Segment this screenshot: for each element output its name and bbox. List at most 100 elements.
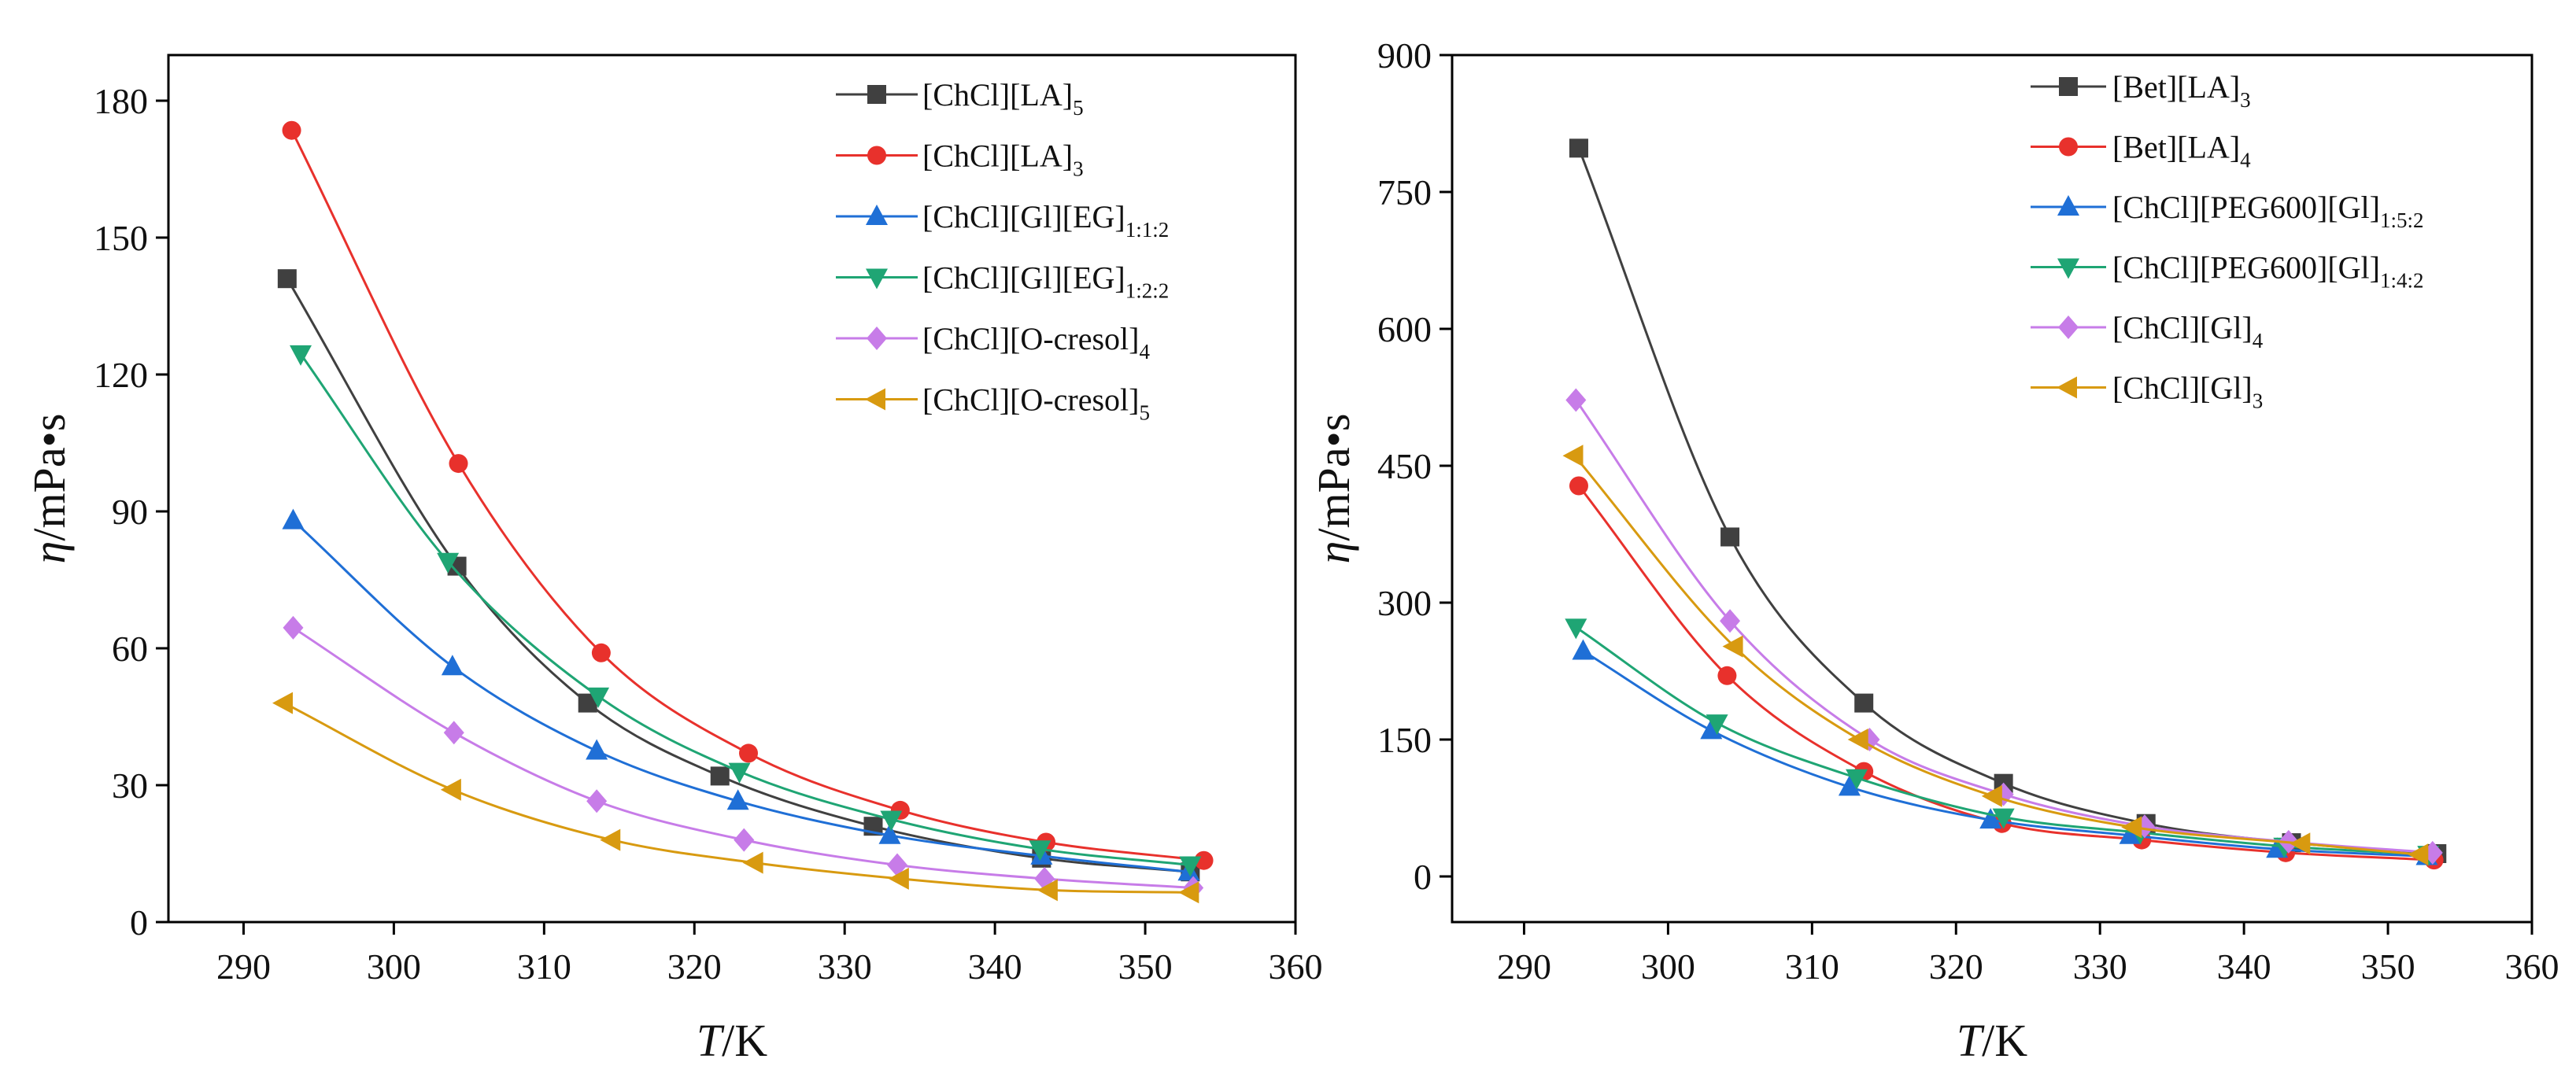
x-tick-label: 310 <box>517 946 571 987</box>
y-tick-label: 30 <box>112 766 148 806</box>
y-tick-label: 150 <box>94 218 148 258</box>
x-tick-label: 340 <box>968 946 1022 987</box>
chart-right: 290 300 310 320 330 340 350 360 0 150 300 450 600 750… <box>1308 35 2559 1066</box>
y-tick-label: 750 <box>1377 172 1432 212</box>
data-point <box>726 789 749 810</box>
legend-marker <box>866 268 888 290</box>
legend-item: [ChCl][Gl][EG]1:1:2 <box>836 199 1169 242</box>
x-tick-label: 350 <box>2361 946 2415 987</box>
data-point <box>1569 138 1588 158</box>
data-point <box>1979 808 2002 829</box>
data-point <box>1846 769 1868 790</box>
legend-marker <box>2057 376 2077 399</box>
series-3 <box>282 508 1200 881</box>
data-point <box>282 508 305 529</box>
data-point <box>1720 527 1740 547</box>
legend-label-name: [ChCl][Gl][EG] <box>922 199 1125 234</box>
x-axis-title: T/K <box>697 1015 767 1066</box>
legend-marker <box>867 85 886 104</box>
legend-label-name: [ChCl][Gl] <box>2112 310 2253 345</box>
legend-label-name: [ChCl][LA] <box>922 138 1073 174</box>
legend-label-subscript: 3 <box>2253 389 2264 413</box>
series-line <box>299 353 1191 866</box>
x-tick-label: 320 <box>1929 946 1983 987</box>
x-tick-label: 300 <box>1641 946 1695 987</box>
data-point <box>1838 775 1861 796</box>
y-axis-title-unit: /mPa•s <box>1308 414 1359 541</box>
legend-label: [Bet][LA]3 <box>2112 69 2251 112</box>
data-point <box>1569 476 1588 496</box>
legend-item: [ChCl][O-cresol]4 <box>836 321 1150 363</box>
legend-label: [ChCl][O-cresol]4 <box>922 321 1150 363</box>
data-point <box>283 615 304 640</box>
y-axis-title: η/mPa•s <box>24 414 75 564</box>
x-tick-label: 310 <box>1785 946 1839 987</box>
legend-label-subscript: 1:5:2 <box>2380 208 2424 232</box>
x-tick-label: 290 <box>216 946 271 987</box>
data-point <box>888 867 909 890</box>
legend-marker <box>2058 315 2079 339</box>
data-point <box>1194 850 1214 870</box>
legend-marker <box>867 146 886 165</box>
legend-label: [Bet][LA]4 <box>2112 130 2251 172</box>
data-point <box>2119 823 2142 844</box>
legend-label-name: [ChCl][PEG600][Gl] <box>2112 250 2380 286</box>
y-tick-label: 150 <box>1377 720 1432 760</box>
legend-label-subscript: 1:2:2 <box>1125 279 1170 303</box>
legend-label: [ChCl][Gl]3 <box>2112 371 2263 413</box>
y-tick-label: 120 <box>94 355 148 395</box>
data-point <box>2121 816 2142 839</box>
data-point <box>1037 879 1058 902</box>
y-axis-title: η/mPa•s <box>1308 414 1359 564</box>
x-tick-label: 330 <box>2073 946 2127 987</box>
data-point <box>600 828 621 851</box>
legend-label-subscript: 3 <box>2240 88 2251 112</box>
data-point <box>586 789 608 814</box>
data-point <box>437 552 460 574</box>
legend-label-name: [Bet][LA] <box>2112 69 2240 105</box>
data-point <box>290 345 312 366</box>
series-5 <box>1565 388 2443 865</box>
series-line <box>292 519 1189 873</box>
x-tick-label: 290 <box>1497 946 1551 987</box>
series-1 <box>277 269 1200 882</box>
series-line <box>1577 485 2434 861</box>
legend-label-name: [Bet][LA] <box>2112 130 2240 165</box>
legend-item: [ChCl][PEG600][Gl]1:5:2 <box>2031 190 2423 232</box>
legend-marker <box>2059 77 2078 96</box>
y-tick-label: 60 <box>112 629 148 669</box>
data-point <box>2408 843 2429 866</box>
legend-label-name: [ChCl][O-cresol] <box>922 321 1139 356</box>
legend: [Bet][LA]3[Bet][LA]4[ChCl][PEG600][Gl]1:… <box>2031 69 2423 413</box>
legend-label: [ChCl][PEG600][Gl]1:4:2 <box>2112 250 2423 293</box>
data-point <box>2290 832 2311 855</box>
legend-item: [ChCl][LA]5 <box>836 77 1084 120</box>
series-6 <box>1562 445 2429 866</box>
x-tick-label: 360 <box>1269 946 1323 987</box>
legend-item: [ChCl][PEG600][Gl]1:4:2 <box>2031 250 2423 293</box>
legend-item: [ChCl][Gl][EG]1:2:2 <box>836 260 1169 303</box>
data-point <box>734 828 755 852</box>
data-point <box>1562 445 1584 467</box>
y-tick-label: 90 <box>112 492 148 532</box>
y-axis-title-var: η <box>1308 541 1359 564</box>
y-tick-label: 600 <box>1377 309 1432 349</box>
x-tick-label: 350 <box>1118 946 1173 987</box>
data-point <box>1720 609 1741 633</box>
series-line <box>286 278 1191 873</box>
legend-label: [ChCl][LA]5 <box>922 77 1084 120</box>
legend-label-subscript: 5 <box>1139 401 1150 425</box>
x-axis-title-var: T <box>1957 1015 1985 1066</box>
data-point <box>1981 784 2002 807</box>
y-tick-label: 300 <box>1377 583 1432 623</box>
data-point <box>710 766 730 786</box>
legend-label: [ChCl][PEG600][Gl]1:5:2 <box>2112 190 2423 232</box>
data-point <box>1029 840 1051 861</box>
data-point <box>1565 618 1587 640</box>
legend-label-name: [ChCl][Gl] <box>2112 371 2253 406</box>
legend-label-name: [ChCl][Gl][EG] <box>922 260 1125 296</box>
y-tick-label: 0 <box>1414 857 1432 897</box>
data-point <box>441 655 464 676</box>
legend-label-subscript: 1:4:2 <box>2380 269 2424 293</box>
data-point <box>1854 693 1874 713</box>
